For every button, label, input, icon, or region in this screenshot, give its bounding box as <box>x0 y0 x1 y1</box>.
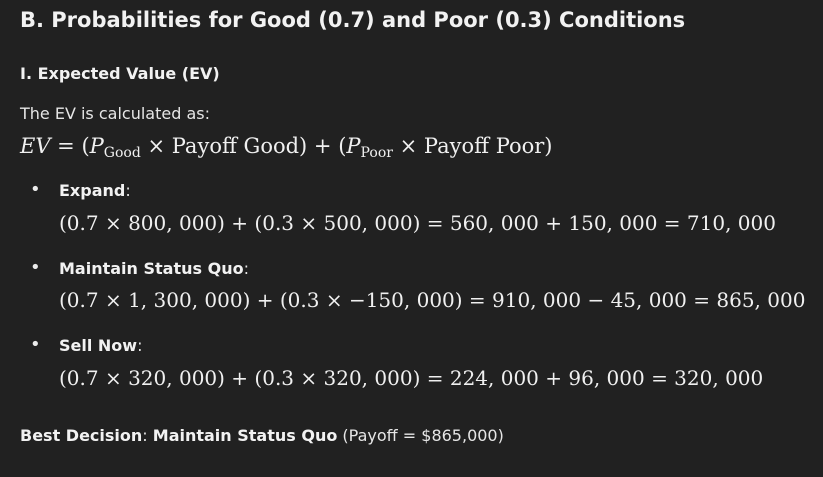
option-colon: : <box>125 181 131 200</box>
option-label: Sell Now: <box>59 336 142 355</box>
ev-symbol: EV <box>20 134 51 158</box>
formula-part: = ( <box>50 134 90 158</box>
section-heading: B. Probabilities for Good (0.7) and Poor… <box>20 8 686 32</box>
bullet-marker: • <box>30 257 41 278</box>
intro-text: The EV is calculated as: <box>20 104 210 123</box>
best-decision-label: Best Decision <box>20 426 143 445</box>
option-calculation: (0.7 × 320, 000) + (0.3 × 320, 000) = 22… <box>59 366 764 390</box>
formula-part: × Payoff Good) + ( <box>140 134 347 158</box>
option-colon: : <box>243 259 249 278</box>
subheading: I. Expected Value (EV) <box>20 64 220 83</box>
option-label: Maintain Status Quo: <box>59 259 249 278</box>
bullet-marker: • <box>30 334 41 355</box>
best-decision-choice: Maintain Status Quo <box>152 426 338 445</box>
bullet-marker: • <box>30 179 41 200</box>
prob-symbol: P <box>89 134 104 158</box>
option-calculation: (0.7 × 1, 300, 000) + (0.3 × −150, 000) … <box>59 288 806 312</box>
option-name: Maintain Status Quo <box>59 259 244 278</box>
best-decision-sep: : <box>142 426 153 445</box>
prob-symbol: P <box>346 134 361 158</box>
prob-subscript: Good <box>103 145 141 161</box>
best-decision: Best Decision: Maintain Status Quo (Payo… <box>20 426 504 445</box>
formula-part: × Payoff Poor) <box>392 134 553 158</box>
option-name: Expand <box>59 181 126 200</box>
option-label: Expand: <box>59 181 131 200</box>
option-calculation: (0.7 × 800, 000) + (0.3 × 500, 000) = 56… <box>59 211 776 235</box>
best-decision-detail: (Payoff = $865,000) <box>337 426 504 445</box>
option-name: Sell Now <box>59 336 138 355</box>
prob-subscript: Poor <box>360 145 393 161</box>
ev-formula: EV = (PGood × Payoff Good) + (PPoor × Pa… <box>20 134 553 161</box>
option-colon: : <box>137 336 143 355</box>
